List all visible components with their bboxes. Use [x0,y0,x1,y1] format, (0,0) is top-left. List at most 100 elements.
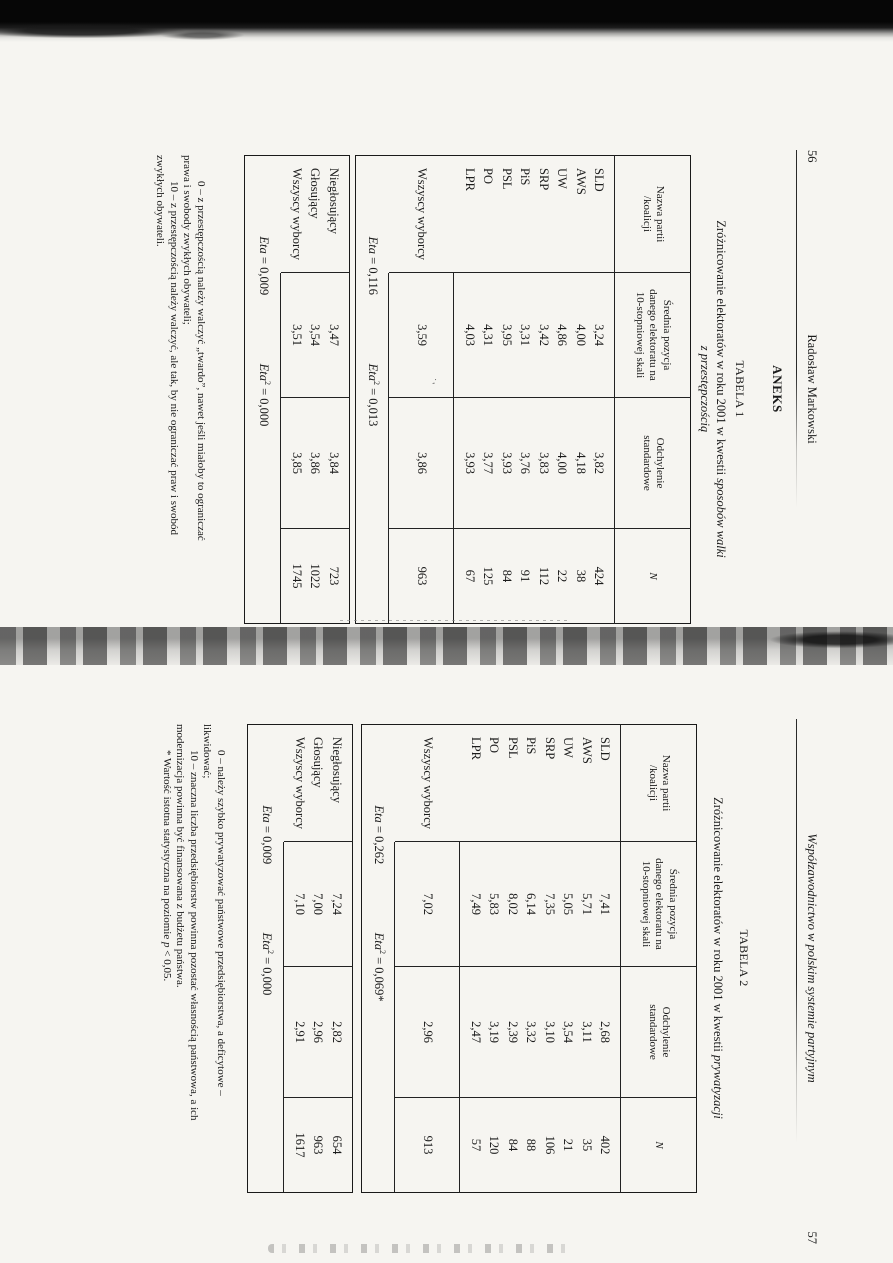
table-cell: 4,03 [454,272,479,398]
page-number: 57 [805,1231,819,1245]
footnote-line: 10 – z przestępczością należy walczyć, a… [168,181,180,535]
table-cell: 3,83 [534,397,553,529]
caption-italic-2: z przestępczością [698,345,713,433]
table-cell: LPR [462,168,477,191]
table-row: UW 5,05 3,54 21 [559,725,578,1193]
table-cell: 913 [395,1097,460,1193]
table-cell: PO [487,737,502,753]
table-cell: SRP [543,737,557,760]
footnote-line: prawa i swobody zwykłych obywateli; [181,155,194,325]
table-row: LPR 7,49 2,47 57 [460,725,485,1193]
table-cell: 120 [485,1097,504,1193]
voters-table: Niegłosujący 3,47 3,84 723 Głosujący 3,54 3,86… [244,155,350,624]
table-cell: 7,00 [309,841,328,967]
table-cell: Głosujący [311,737,326,788]
table-row: LPR 4,03 3,93 67 [454,156,479,624]
table-row: PSL 3,95 3,93 84 [497,156,516,624]
table-cell: 963 [389,528,454,624]
electorate-table: Nazwa partii/koalicji Średnia pozycja dan… [361,724,697,1193]
table-cell: 3,31 [516,272,535,398]
table-row: Wszyscy wyborcy 7,10 2,91 1617 [284,725,309,1193]
table-cell: 6,14 [522,841,541,967]
table-cell: 84 [497,528,516,624]
table-cell: 67 [454,528,479,624]
running-title: Współzawodnictwo w polskim systemie part… [805,833,819,1083]
col-header-mean: Średnia pozycja danego elektoratu na 10-st… [615,272,691,398]
table-cell: 35 [577,1097,596,1193]
table-cell: Niegłosujący [330,737,344,803]
table-row: PSL 8,02 2,39 84 [503,725,522,1193]
table-cell: 4,18 [571,397,590,529]
table-cell: 1745 [281,528,306,624]
running-header: Współzawodnictwo w polskim systemie part… [799,724,819,1244]
table-cell: Niegłosujący [327,168,341,234]
table-cell: 654 [327,1097,353,1193]
table-cell: 21 [559,1097,578,1193]
header-row: Nazwa partii/koalicji Średnia pozycja dan… [615,155,691,624]
table-cell: UW [555,168,570,189]
table-cell: 5,83 [485,841,504,967]
footnote: 0 – należy szybko prywatyzować państwowe… [160,724,227,1198]
col-header-sd: Odchylenie standardowe [615,397,691,529]
footnote-line: modernizacja powinna być finansowana z b… [174,724,187,988]
col-header-sd: Odchylenie standardowe [621,966,697,1098]
caption-line-2: z przestępczością [697,155,713,623]
table-cell: 3,84 [324,397,350,529]
table-cell: 1617 [284,1097,309,1193]
table-label: TABELA 2 [737,929,751,987]
table-cell: 3,86 [389,397,454,529]
table-cell: 2,96 [309,966,328,1098]
col-header-mean: Średnia pozycja danego elektoratu na 10-st… [621,841,697,967]
table-cell: 3,86 [306,397,325,529]
eta-squared-statistic: Eta2 = 0,000 [259,932,275,996]
table-row: PiS 3,31 3,76 91 [516,156,535,624]
table-row: UW 4,86 4,00 22 [553,156,572,624]
table-cell: 7,24 [327,841,353,967]
table-row: PO 5,83 3,19 120 [485,725,504,1193]
table-cell: 4,00 [571,272,590,398]
total-row: Wszyscy wyborcy 7,02 2,96 913 [395,725,460,1193]
table-cell: 4,00 [553,397,572,529]
table-row: Niegłosujący 7,24 2,82 654 [327,725,353,1193]
table-cell: SLD [592,168,607,192]
table-cell: 2,68 [596,966,621,1098]
table-cell: 38 [571,528,590,624]
table-cell: 3,85 [281,397,306,529]
scan-gutter-smudge [760,628,893,654]
eta-row: Eta = 0,009 Eta2 = 0,000 [245,155,282,624]
table-cell: 3,51 [281,272,306,398]
table-cell: 4,31 [479,272,498,398]
table-cell: 3,59 [389,272,454,398]
table-cell: 112 [534,528,553,624]
table-cell: LPR [468,737,483,760]
eta-row: Eta = 0,116 Eta2 = 0,013 [356,155,390,624]
table-cell: Wszyscy wyborcy [293,737,307,829]
table-cell: 3,93 [497,397,516,529]
caption-line-1: Zróżnicowanie elektoratów w roku 2001 w … [710,724,725,1192]
table-cell: SLD [598,737,613,761]
scan-speckles-bottom [268,1244,578,1253]
table-cell: 3,32 [522,966,541,1098]
table-caption: Zróżnicowanie elektoratów w roku 2001 w … [710,724,725,1192]
caption-italic: prywatyzacji [711,1055,725,1119]
table-label: TABELA 1 [733,360,747,418]
table-cell: 7,10 [284,841,309,967]
table-cell: Wszyscy wyborcy [290,168,304,260]
table-row: PiS 6,14 3,32 88 [522,725,541,1193]
table-cell: 84 [503,1097,522,1193]
footnote: 0 – z przestępczością należy walczyć „tw… [153,155,208,629]
electorate-table: Nazwa partii/koalicji Średnia pozycja dan… [355,155,691,624]
page-number: 56 [805,150,819,163]
footnote-line: 0 – z przestępczością należy walczyć „tw… [195,181,207,541]
table-cell: 3,76 [516,397,535,529]
table-row: PO 4,31 3,77 125 [479,156,498,624]
footnote-star-line: * Wartość istotna statystyczna na poziom… [161,750,173,982]
table-cell: 3,93 [454,397,479,529]
table-cell: AWS [580,737,594,764]
table-cell: Wszyscy wyborcy [421,737,435,829]
table-cell: PSL [500,168,514,190]
caption-roman: Zróżnicowanie elektoratów w roku 2001 w … [714,220,728,479]
table-cell: 2,47 [460,966,485,1098]
table-cell: 5,05 [559,841,578,967]
